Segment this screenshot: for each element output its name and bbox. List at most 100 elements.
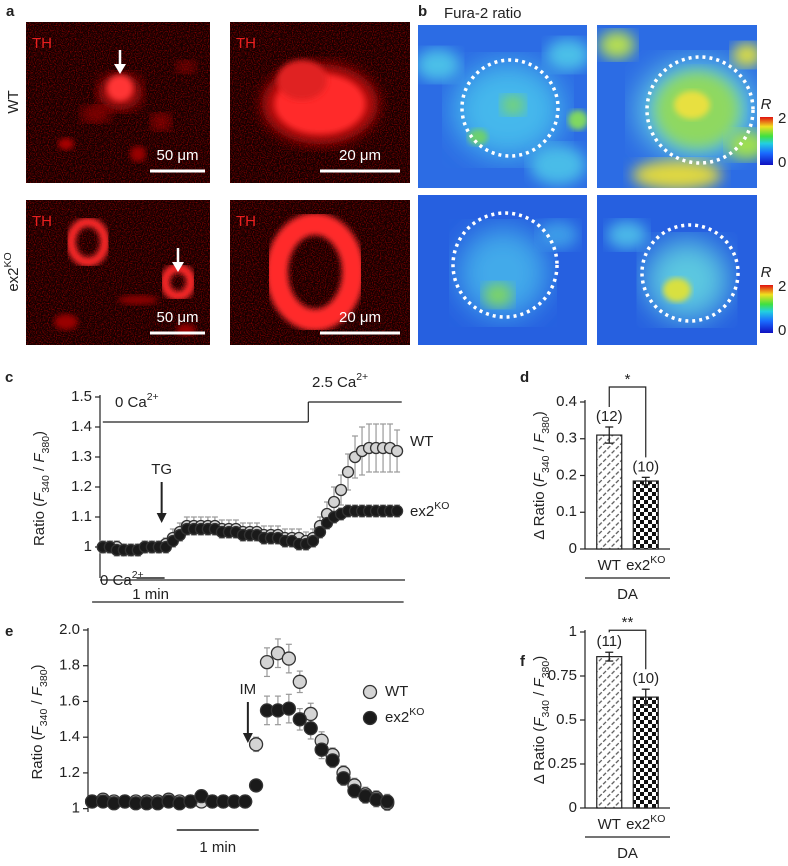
y-axis-label-part: / (29, 696, 46, 709)
panel-label: f (520, 653, 526, 670)
condition-label-part: 2+ (132, 569, 144, 581)
y-axis-label-part: F (531, 677, 548, 687)
cell-ring (266, 213, 364, 331)
ratio-signal (458, 228, 548, 318)
cell-signal (176, 61, 196, 73)
panel-label: d (520, 369, 529, 386)
ratio-signal (546, 39, 587, 71)
cell-signal (58, 138, 74, 150)
stain-label: TH (236, 213, 256, 230)
y-axis-label-part: 380 (40, 436, 52, 454)
data-point (281, 701, 297, 716)
scale-bar-label: 20 μm (339, 147, 381, 164)
condition-label-part: 0 Ca (115, 394, 147, 411)
legend-label: WT (385, 683, 408, 700)
y-axis-label-part: 380 (38, 669, 50, 687)
data-point (341, 465, 355, 479)
ratio-signal (468, 129, 488, 145)
cell-signal (107, 75, 133, 101)
stain-label: TH (236, 35, 256, 52)
y-axis-label-part: F (531, 433, 548, 443)
row-label: WT (5, 90, 22, 113)
y-tick-label: 1.4 (59, 728, 80, 745)
y-tick-label: 1.4 (71, 418, 92, 435)
x-tick-label-part: KO (650, 554, 665, 566)
ratio-signal (483, 283, 513, 307)
series-label: WT (410, 433, 433, 450)
colorbar-tick-label: 2 (778, 110, 786, 127)
y-axis-label-part: ) (31, 431, 48, 436)
scale-bar-label: 50 μm (157, 309, 199, 326)
bar (632, 480, 659, 550)
data-point (313, 525, 327, 539)
cell-signal (81, 106, 111, 122)
x-tick-label: WT (598, 557, 621, 574)
ratio-signal (674, 91, 710, 119)
data-point (292, 674, 307, 689)
ratio-image (597, 25, 757, 188)
cell-signal (277, 60, 327, 100)
y-axis-label-part: F (531, 717, 548, 727)
colorbar-label-part: R (761, 96, 772, 113)
series-label-part: ex2 (410, 503, 434, 520)
cell-signal (151, 114, 171, 130)
colorbar-label: R (761, 96, 772, 113)
colorbar-tick-label: 0 (778, 154, 786, 171)
ratio-image (597, 195, 757, 345)
colorbar-label: R (761, 264, 772, 281)
y-tick-label: 0.4 (556, 393, 577, 410)
y-axis-label: Ratio (F340 / F380) (31, 431, 52, 546)
ratio-signal (663, 278, 691, 302)
x-tick-label-part: ex2 (626, 816, 650, 833)
y-axis-label: Ratio (F340 / F380) (29, 664, 50, 779)
scale-bar-label: 20 μm (339, 309, 381, 326)
stain-label: TH (32, 35, 52, 52)
y-tick-label: 1.5 (71, 388, 92, 405)
data-point (281, 651, 297, 666)
panel-title: Fura-2 ratio (444, 5, 522, 22)
y-tick-label: 0.1 (556, 503, 577, 520)
y-tick-label: 1 (84, 538, 92, 555)
scale-bar-label: 1 min (132, 586, 169, 603)
y-axis-label-part: 340 (540, 700, 552, 718)
cell-signal (118, 295, 158, 305)
data-point (306, 534, 320, 548)
micrograph (230, 22, 410, 183)
arrow-head (114, 64, 126, 74)
data-point (259, 655, 275, 670)
data-point (390, 504, 404, 518)
legend-label: ex2KO (385, 706, 424, 726)
y-axis-label-part: Ratio ( (31, 502, 48, 546)
group-label: DA (617, 845, 638, 862)
y-tick-label: 1.2 (59, 764, 80, 781)
x-tick-label: ex2KO (626, 813, 665, 833)
condition-label: 0 Ca2+ (115, 391, 159, 411)
condition-label-part: 2.5 Ca (312, 374, 357, 391)
y-axis-label-part: F (531, 472, 548, 482)
ratio-signal (732, 43, 757, 67)
y-axis-label-part: Δ Ratio ( (531, 727, 548, 785)
condition-label-part: 2+ (356, 371, 368, 383)
panel-label: c (5, 369, 13, 386)
y-tick-label: 1 (569, 623, 577, 640)
n-label: (11) (596, 633, 622, 650)
roi-circle (640, 223, 740, 323)
bar (596, 656, 623, 809)
significance-bracket (608, 629, 647, 670)
ratio-signal (501, 95, 525, 115)
y-axis-label-part: 340 (38, 709, 50, 727)
y-axis-label: Δ Ratio (F340 / F380) (531, 411, 552, 539)
ratio-signal (607, 221, 647, 249)
ratio-signal (530, 145, 586, 185)
data-point (390, 444, 404, 458)
y-axis-label-part: F (29, 725, 46, 735)
row-label-part: ex2 (5, 267, 22, 291)
ratio-signal (632, 160, 722, 188)
y-tick-label: 0.75 (548, 667, 577, 684)
x-tick-label-part: ex2 (626, 557, 650, 574)
ratio-signal (568, 110, 587, 130)
legend-marker (362, 684, 378, 700)
data-point (336, 771, 351, 786)
